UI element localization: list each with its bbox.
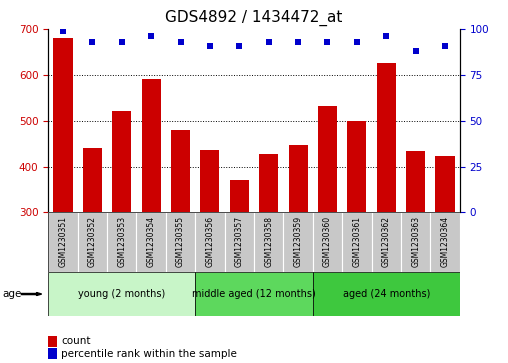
- Bar: [430, 212, 460, 272]
- Point: [265, 39, 273, 45]
- Text: percentile rank within the sample: percentile rank within the sample: [61, 349, 237, 359]
- Bar: [313, 272, 460, 316]
- Bar: [200, 151, 219, 212]
- Bar: [230, 180, 249, 212]
- Text: GSM1230364: GSM1230364: [440, 216, 450, 267]
- Bar: [254, 212, 283, 272]
- Text: GSM1230352: GSM1230352: [88, 216, 97, 266]
- Bar: [195, 212, 225, 272]
- Text: young (2 months): young (2 months): [78, 289, 166, 299]
- Point: [441, 42, 449, 48]
- Text: GSM1230357: GSM1230357: [235, 216, 244, 267]
- Bar: [289, 145, 308, 212]
- Text: GSM1230353: GSM1230353: [117, 216, 126, 267]
- Bar: [171, 130, 190, 212]
- Bar: [53, 38, 73, 212]
- Bar: [318, 106, 337, 212]
- Bar: [48, 272, 195, 316]
- Point: [324, 39, 332, 45]
- Bar: [195, 272, 313, 316]
- Point: [88, 39, 97, 45]
- Text: GSM1230360: GSM1230360: [323, 216, 332, 267]
- Bar: [377, 64, 396, 212]
- Point: [176, 39, 184, 45]
- Point: [59, 28, 67, 34]
- Point: [147, 33, 155, 39]
- Bar: [137, 212, 166, 272]
- Point: [235, 42, 243, 48]
- Text: GSM1230359: GSM1230359: [294, 216, 303, 267]
- Text: GSM1230358: GSM1230358: [264, 216, 273, 266]
- Point: [206, 42, 214, 48]
- Text: GSM1230361: GSM1230361: [353, 216, 361, 266]
- Point: [411, 48, 420, 54]
- Text: count: count: [61, 336, 90, 346]
- Point: [294, 39, 302, 45]
- Text: GSM1230356: GSM1230356: [205, 216, 214, 267]
- Bar: [142, 79, 161, 212]
- Bar: [283, 212, 313, 272]
- Bar: [225, 212, 254, 272]
- Text: age: age: [3, 289, 22, 299]
- Bar: [83, 148, 102, 212]
- Text: middle aged (12 months): middle aged (12 months): [192, 289, 316, 299]
- Text: GSM1230355: GSM1230355: [176, 216, 185, 267]
- Text: GSM1230362: GSM1230362: [382, 216, 391, 266]
- Text: GSM1230351: GSM1230351: [58, 216, 68, 266]
- Bar: [401, 212, 430, 272]
- Text: aged (24 months): aged (24 months): [342, 289, 430, 299]
- Text: GSM1230363: GSM1230363: [411, 216, 420, 267]
- Bar: [342, 212, 371, 272]
- Bar: [78, 212, 107, 272]
- Point: [382, 33, 390, 39]
- Title: GDS4892 / 1434472_at: GDS4892 / 1434472_at: [165, 10, 343, 26]
- Bar: [313, 212, 342, 272]
- Bar: [371, 212, 401, 272]
- Bar: [347, 121, 366, 212]
- Point: [353, 39, 361, 45]
- Bar: [435, 156, 455, 212]
- Bar: [166, 212, 195, 272]
- Bar: [406, 151, 425, 212]
- Bar: [112, 111, 131, 212]
- Text: GSM1230354: GSM1230354: [147, 216, 155, 267]
- Point: [118, 39, 126, 45]
- Bar: [259, 154, 278, 212]
- Bar: [107, 212, 137, 272]
- Bar: [48, 212, 78, 272]
